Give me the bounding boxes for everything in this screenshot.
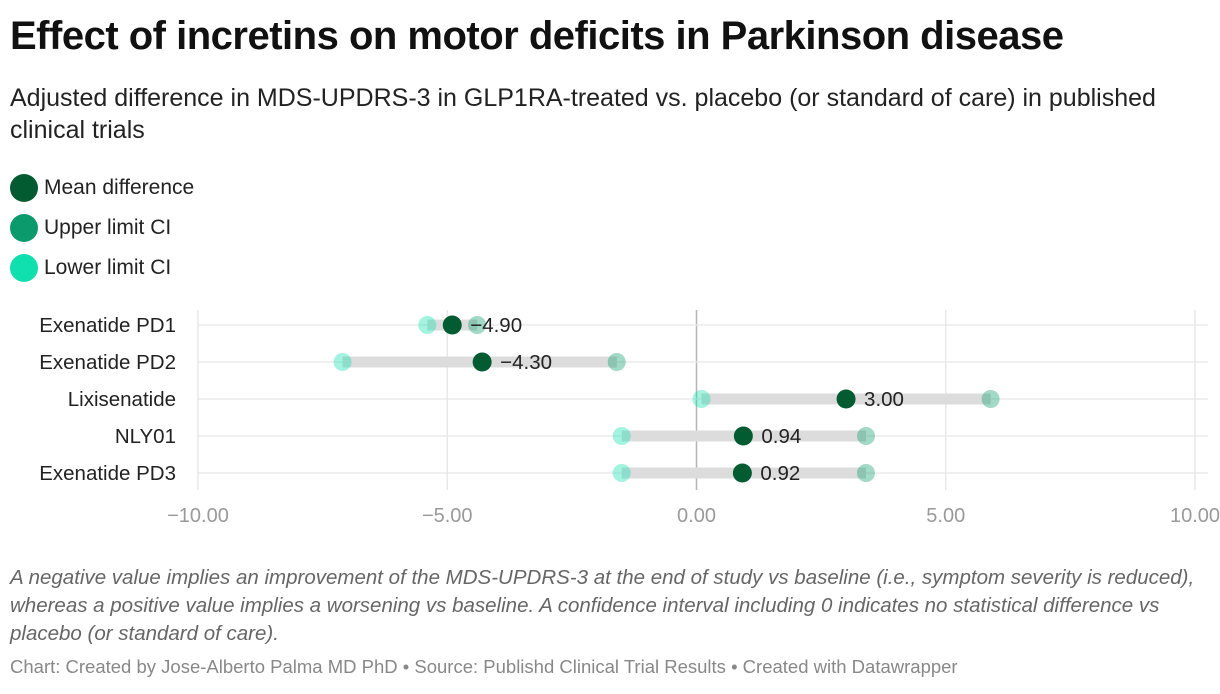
mean-dot [733,426,753,446]
row-label: Exenatide PD2 [39,351,176,374]
mean-value-label: 3.00 [864,388,904,411]
mean-value-label: −4.90 [470,314,522,337]
lower-ci-dot [333,353,352,371]
legend-label-lower: Lower limit CI [44,256,172,279]
legend-swatch-upper [10,214,38,242]
chart-title: Effect of incretins on motor deficits in… [10,14,1064,58]
x-tick-label: −10.00 [167,505,229,527]
legend-item-upper: Upper limit CI [10,208,194,248]
mean-dot [472,352,492,372]
mean-value-label: 0.92 [760,462,800,485]
legend-label-upper: Upper limit CI [44,216,172,239]
mean-value-label: 0.94 [761,425,801,448]
x-tick-label: 10.00 [1170,505,1220,527]
row-label: Lixisenatide [68,388,176,411]
upper-ci-dot [981,390,1000,408]
legend-swatch-mean [10,174,38,202]
lower-ci-dot [692,390,711,408]
legend-item-lower: Lower limit CI [10,248,194,288]
chart-note: A negative value implies an improvement … [10,566,1195,645]
chart-legend: Mean difference Upper limit CI Lower lim… [10,168,194,288]
legend-label-mean: Mean difference [44,176,195,199]
mean-dot [732,463,752,483]
mean-value-label: −4.30 [500,351,552,374]
chart-credit: Chart: Created by Jose-Alberto Palma MD … [10,656,958,677]
dot-range-chart: −10.00 −5.00 0.00 5.00 10.00 Exenatide PD1 −4.… [39,310,1220,527]
upper-ci-dot [856,427,875,445]
row-label: Exenatide PD1 [39,314,176,337]
lower-ci-dot [612,427,631,445]
legend-item-mean: Mean difference [10,168,194,208]
row-label: Exenatide PD3 [39,462,176,485]
lower-ci-dot [418,316,437,334]
x-tick-label: 0.00 [677,505,716,527]
upper-ci-dot [856,464,875,482]
x-tick-label: −5.00 [422,505,473,527]
upper-ci-dot [607,353,626,371]
row-label: NLY01 [115,425,176,448]
legend-swatch-lower [10,254,38,282]
x-tick-label: 5.00 [926,505,965,527]
chart-subtitle: Adjusted difference in MDS-UPDRS-3 in GL… [10,84,1156,144]
lower-ci-dot [612,464,631,482]
mean-dot [836,389,856,409]
upper-ci-dot [468,316,487,334]
mean-dot [442,315,462,335]
